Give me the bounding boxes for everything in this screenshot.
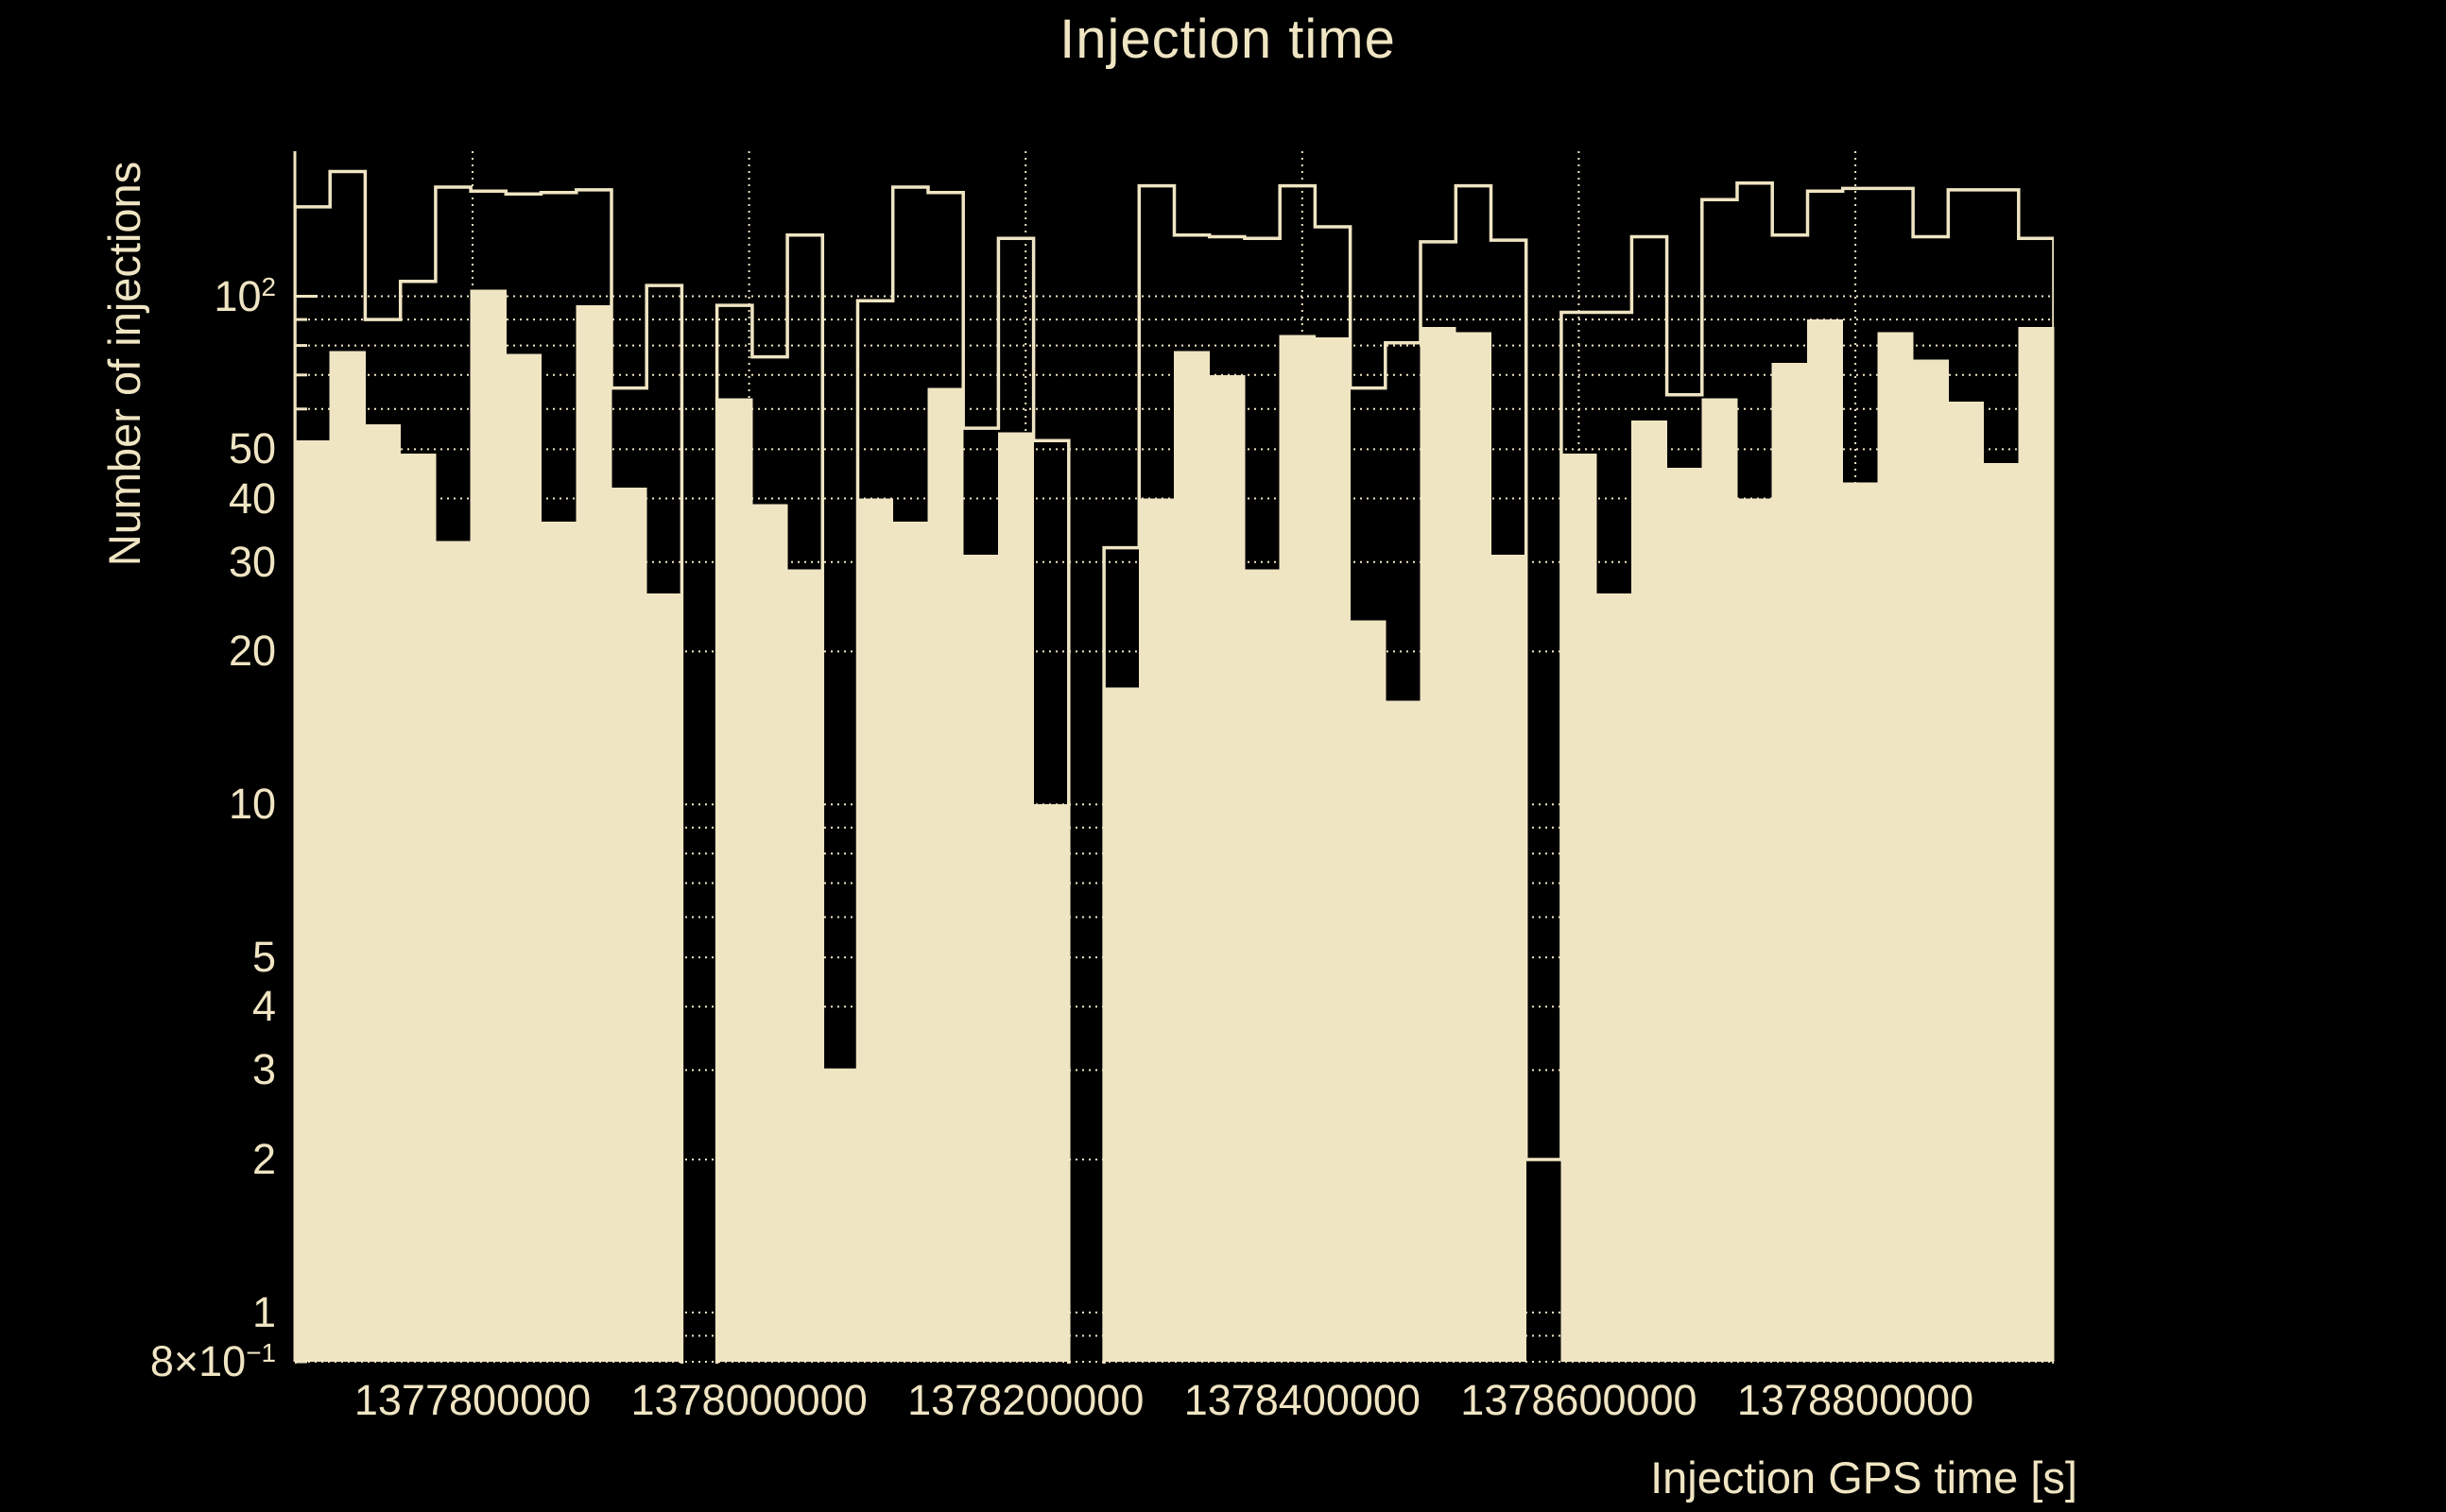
y-tick-label: 2 xyxy=(251,1135,276,1184)
histogram-bar xyxy=(1983,462,2020,1362)
y-tick-label: 5 xyxy=(251,933,276,982)
histogram-bar xyxy=(1244,569,1281,1362)
histogram-bar xyxy=(435,541,472,1362)
histogram-bar xyxy=(329,351,366,1363)
histogram-bar xyxy=(751,504,788,1362)
histogram-bar xyxy=(892,522,929,1362)
histogram-bar xyxy=(1560,454,1597,1363)
x-tick-label: 1378200000 xyxy=(907,1376,1145,1424)
y-tick-label: 40 xyxy=(228,473,276,523)
histogram-bar xyxy=(716,398,753,1362)
histogram-bar xyxy=(821,1070,858,1362)
x-tick-label: 1377800000 xyxy=(353,1376,592,1424)
x-tick-label: 1378400000 xyxy=(1183,1376,1421,1424)
histogram-bar xyxy=(1912,359,1949,1363)
histogram-bar xyxy=(1385,700,1421,1362)
filled-histogram-bars xyxy=(294,289,2055,1363)
x-tick-label: 1378600000 xyxy=(1460,1376,1697,1424)
histogram-bar xyxy=(1736,498,1773,1362)
histogram-bar xyxy=(1666,467,1703,1362)
histogram-bar xyxy=(1842,482,1879,1363)
histogram-bar xyxy=(470,289,507,1363)
x-axis-title: Injection GPS time [s] xyxy=(1650,1452,2077,1503)
histogram-bar xyxy=(927,387,964,1363)
histogram-bar xyxy=(1174,351,1211,1363)
histogram-bar xyxy=(1595,593,1632,1362)
histogram-bar xyxy=(611,488,647,1362)
x-tick-label: 1378000000 xyxy=(630,1376,868,1424)
histogram-bar xyxy=(294,440,331,1362)
y-tick-label: 8×10−1 xyxy=(149,1337,276,1385)
histogram-bar xyxy=(1771,362,1808,1362)
histogram-bar xyxy=(1138,498,1175,1362)
histogram-bar xyxy=(1807,319,1844,1363)
histogram-bar xyxy=(364,423,402,1362)
x-tick-label: 1378800000 xyxy=(1736,1376,1974,1424)
histogram-bar xyxy=(786,569,823,1362)
histogram-bar xyxy=(1279,335,1316,1362)
y-tick-label: 50 xyxy=(228,424,276,473)
histogram-bar xyxy=(2018,327,2055,1363)
histogram-bar xyxy=(576,305,612,1363)
histogram-bar xyxy=(1209,374,1246,1362)
y-tick-label: 20 xyxy=(228,627,276,676)
histogram-bar xyxy=(1701,398,1738,1362)
y-tick-label: 102 xyxy=(214,271,276,320)
histogram-bar xyxy=(1033,804,1070,1362)
histogram-bar xyxy=(962,555,999,1362)
histogram-bar xyxy=(1630,420,1668,1362)
y-tick-label: 4 xyxy=(251,982,276,1031)
y-tick-label: 1 xyxy=(251,1287,276,1336)
chart-title: Injection time xyxy=(1059,9,1396,70)
histogram-bar xyxy=(1947,402,1984,1362)
histogram-bar xyxy=(541,522,577,1362)
histogram-bar xyxy=(646,593,682,1362)
histogram-bar xyxy=(1490,555,1527,1362)
outline-histogram-path xyxy=(295,169,2054,1364)
histogram-bar xyxy=(400,454,437,1363)
histogram-bar xyxy=(1350,620,1387,1362)
histogram-bar xyxy=(1314,337,1352,1362)
histogram-bar xyxy=(1455,332,1491,1362)
histogram-bar xyxy=(857,498,894,1362)
y-tick-label: 3 xyxy=(251,1045,276,1094)
y-tick-label: 30 xyxy=(228,537,276,586)
histogram-bar xyxy=(505,353,542,1363)
histogram-bar xyxy=(1103,687,1140,1362)
histogram-bar xyxy=(1420,327,1456,1363)
histogram-bar xyxy=(1877,332,1914,1362)
y-tick-label: 10 xyxy=(228,780,276,829)
histogram-bar xyxy=(997,432,1035,1362)
